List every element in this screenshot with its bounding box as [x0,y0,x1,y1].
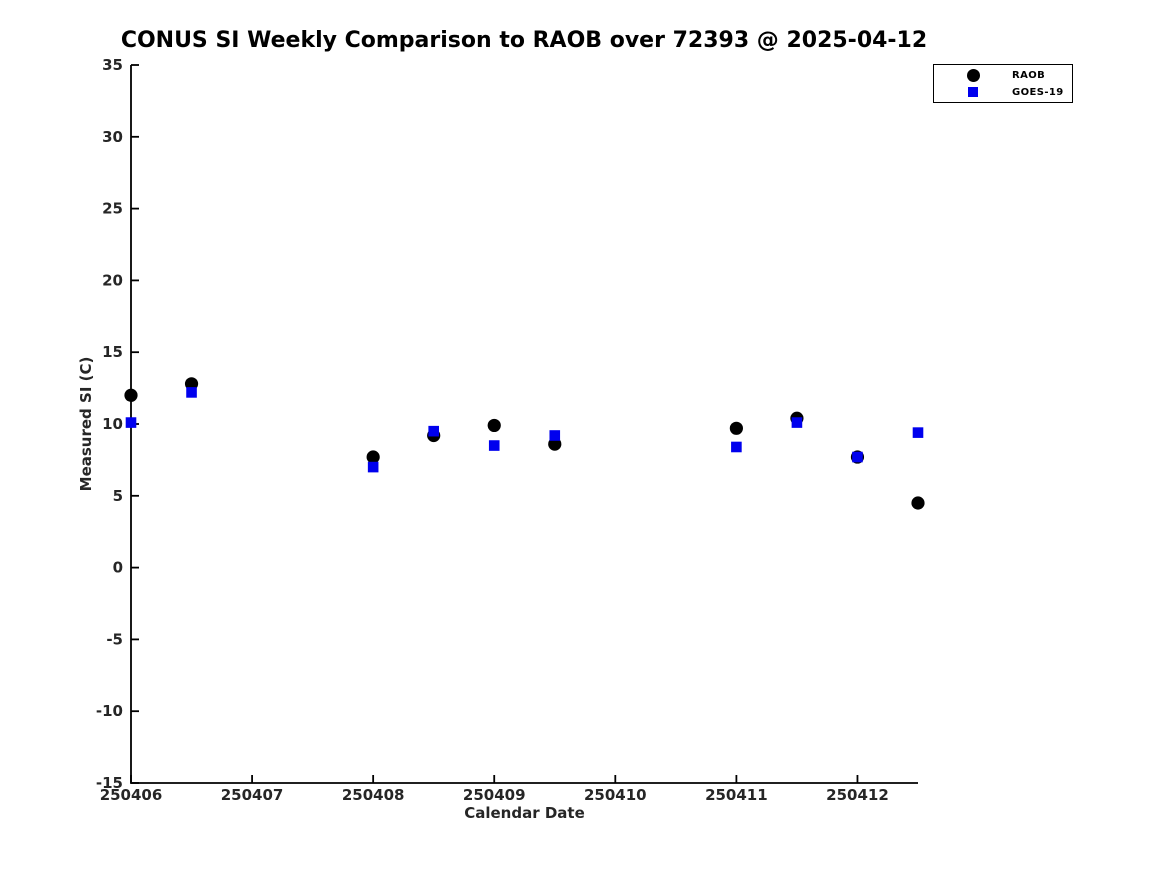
y-tick-label: 15 [102,343,123,361]
x-axis-label: Calendar Date [464,804,585,822]
x-tick-label: 250411 [705,786,768,804]
legend-row-raob: RAOB [934,67,1072,84]
x-tick-label: 250408 [342,786,405,804]
data-point-raob [729,421,743,435]
x-tick-label: 250409 [463,786,526,804]
y-tick-label: 25 [102,200,123,218]
y-tick-label: 30 [102,128,123,146]
legend: RAOB GOES-19 [933,64,1073,103]
y-tick-label: -5 [106,630,123,648]
data-point-raob [548,437,562,451]
y-tick-label: -15 [96,774,123,792]
y-tick-label: 10 [102,415,123,433]
data-point-goes-19 [912,427,924,438]
data-point-goes-19 [549,430,561,441]
legend-row-goes19: GOES-19 [934,84,1072,101]
data-point-goes-19 [852,451,863,463]
raob-circle-icon [966,68,980,82]
x-tick-label: 250406 [100,786,163,804]
y-tick-label: 5 [113,487,123,505]
data-point-raob [366,450,380,464]
data-point-raob [124,388,138,402]
data-point-goes-19 [125,417,137,428]
data-point-goes-19 [488,440,500,451]
chart-title: CONUS SI Weekly Comparison to RAOB over … [120,28,928,53]
x-tick-label: 250410 [584,786,647,804]
x-tick-label: 250407 [221,786,284,804]
x-tick-label: 250412 [826,786,889,804]
data-point-goes-19 [731,441,742,453]
y-axis-label: Measured SI (C) [77,356,95,492]
data-point-goes-19 [367,461,379,473]
y-tick-label: -10 [96,702,123,720]
legend-label-raob: RAOB [1012,69,1046,81]
legend-label-goes19: GOES-19 [1012,86,1064,98]
data-point-raob [911,496,925,510]
data-point-raob [184,377,199,391]
y-tick-label: 35 [102,56,123,74]
y-tick-label: 0 [113,559,123,577]
data-point-goes-19 [186,387,197,398]
data-point-goes-19 [791,417,803,428]
data-point-goes-19 [428,425,439,437]
data-point-raob [487,418,501,433]
y-tick-label: 20 [102,271,123,289]
goes19-square-icon [968,87,978,97]
